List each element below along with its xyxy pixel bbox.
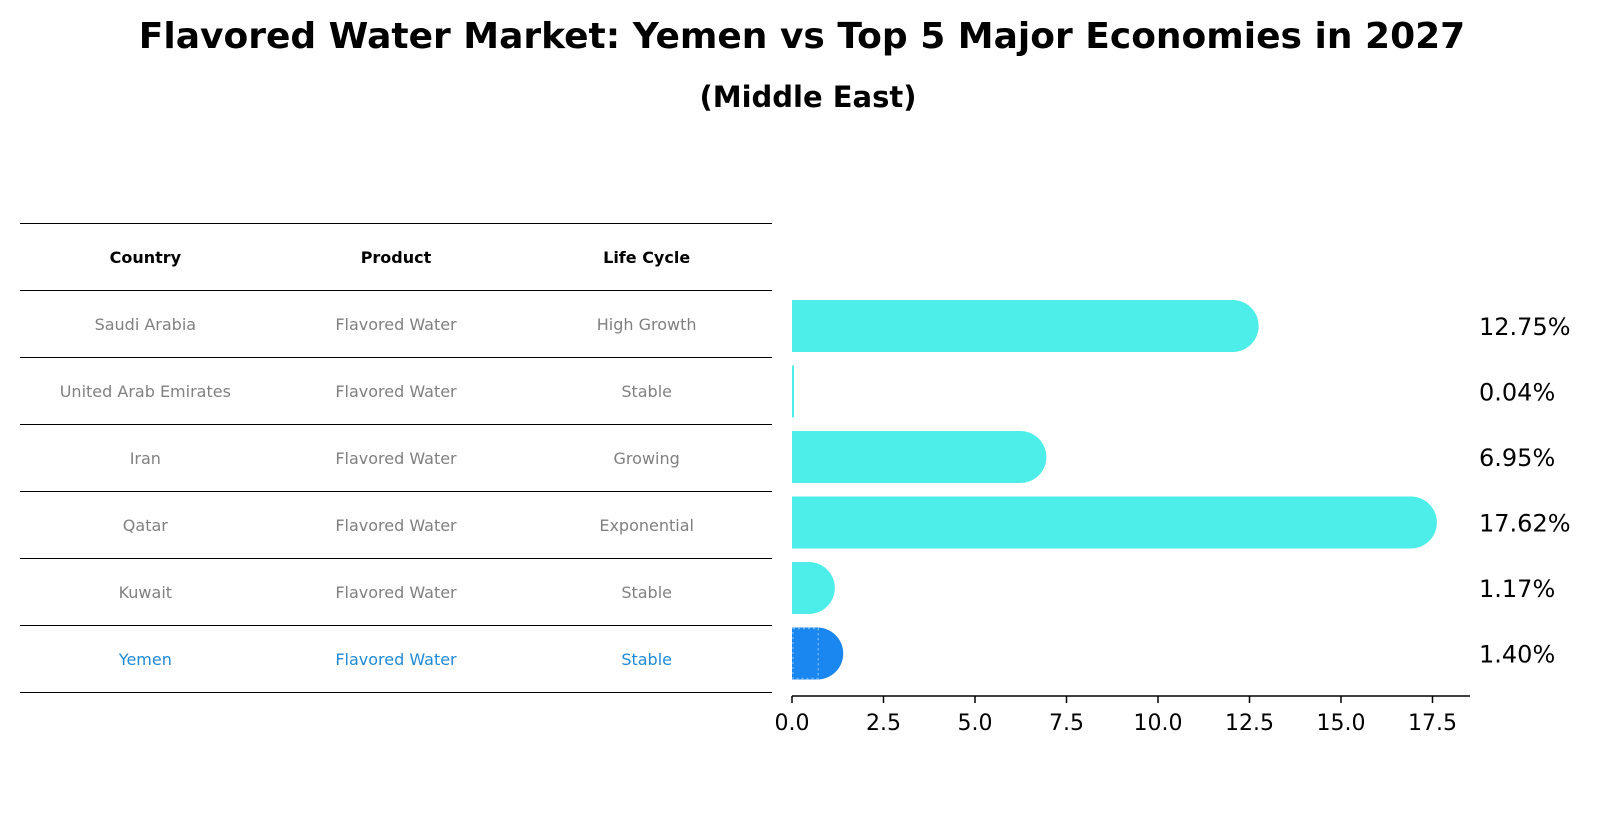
- bar-iran: [792, 431, 1047, 483]
- cell-life-cycle: Exponential: [599, 515, 694, 535]
- cell-life-cycle: Growing: [613, 448, 680, 468]
- x-tick-label: 0.0: [775, 711, 810, 736]
- value-label-iran: 6.95%: [1479, 444, 1555, 472]
- value-label-qatar: 17.62%: [1479, 510, 1571, 538]
- cell-country: Saudi Arabia: [94, 314, 197, 334]
- header-life-cycle: Life Cycle: [603, 247, 691, 267]
- value-label-yemen: 1.40%: [1479, 641, 1555, 669]
- cell-country: Yemen: [118, 649, 172, 669]
- value-label-united-arab-emirates: 0.04%: [1479, 379, 1555, 407]
- x-tick-label: 12.5: [1225, 711, 1274, 736]
- cell-product: Flavored Water: [335, 314, 457, 334]
- cell-life-cycle: High Growth: [596, 314, 697, 334]
- table-row-highlight: Yemen Flavored Water Stable: [20, 626, 772, 693]
- header-country: Country: [109, 247, 182, 267]
- chart-subtitle: (Middle East): [699, 80, 917, 114]
- x-tick-label: 10.0: [1134, 711, 1183, 736]
- cell-life-cycle: Stable: [621, 582, 672, 602]
- data-table: Country Product Life Cycle Saudi Arabia …: [20, 223, 772, 693]
- x-tick-label: 7.5: [1049, 711, 1084, 736]
- x-tick-label: 2.5: [866, 711, 901, 736]
- cell-country: Kuwait: [118, 582, 173, 602]
- x-tick-label: 17.5: [1408, 711, 1457, 736]
- table-row: Saudi Arabia Flavored Water High Growth: [20, 291, 772, 358]
- cell-life-cycle: Stable: [621, 381, 672, 401]
- x-tick-label: 15.0: [1317, 711, 1366, 736]
- cell-product: Flavored Water: [335, 381, 457, 401]
- cell-country: United Arab Emirates: [59, 381, 231, 401]
- bar-qatar: [792, 496, 1437, 549]
- bar-kuwait: [792, 562, 835, 614]
- header-product: Product: [360, 247, 432, 267]
- cell-product: Flavored Water: [335, 515, 457, 535]
- cell-country: Iran: [129, 448, 161, 468]
- table-row: United Arab Emirates Flavored Water Stab…: [20, 358, 772, 425]
- cell-product: Flavored Water: [335, 448, 457, 468]
- table-row: Kuwait Flavored Water Stable: [20, 559, 772, 626]
- value-label-saudi-arabia: 12.75%: [1479, 313, 1571, 341]
- bar-united-arab-emirates: [792, 365, 794, 418]
- cell-life-cycle: Stable: [621, 649, 672, 669]
- value-label-kuwait: 1.17%: [1479, 575, 1555, 603]
- cell-product: Flavored Water: [335, 649, 457, 669]
- table-header-row: Country Product Life Cycle: [20, 223, 772, 291]
- cell-product: Flavored Water: [335, 582, 457, 602]
- table-row: Qatar Flavored Water Exponential: [20, 492, 772, 559]
- cell-country: Qatar: [122, 515, 168, 535]
- bar-highlight-outline: [792, 627, 819, 680]
- table-row: Iran Flavored Water Growing: [20, 425, 772, 492]
- bar-saudi-arabia: [792, 300, 1259, 352]
- x-tick-label: 5.0: [958, 711, 993, 736]
- chart-title: Flavored Water Market: Yemen vs Top 5 Ma…: [138, 16, 1466, 57]
